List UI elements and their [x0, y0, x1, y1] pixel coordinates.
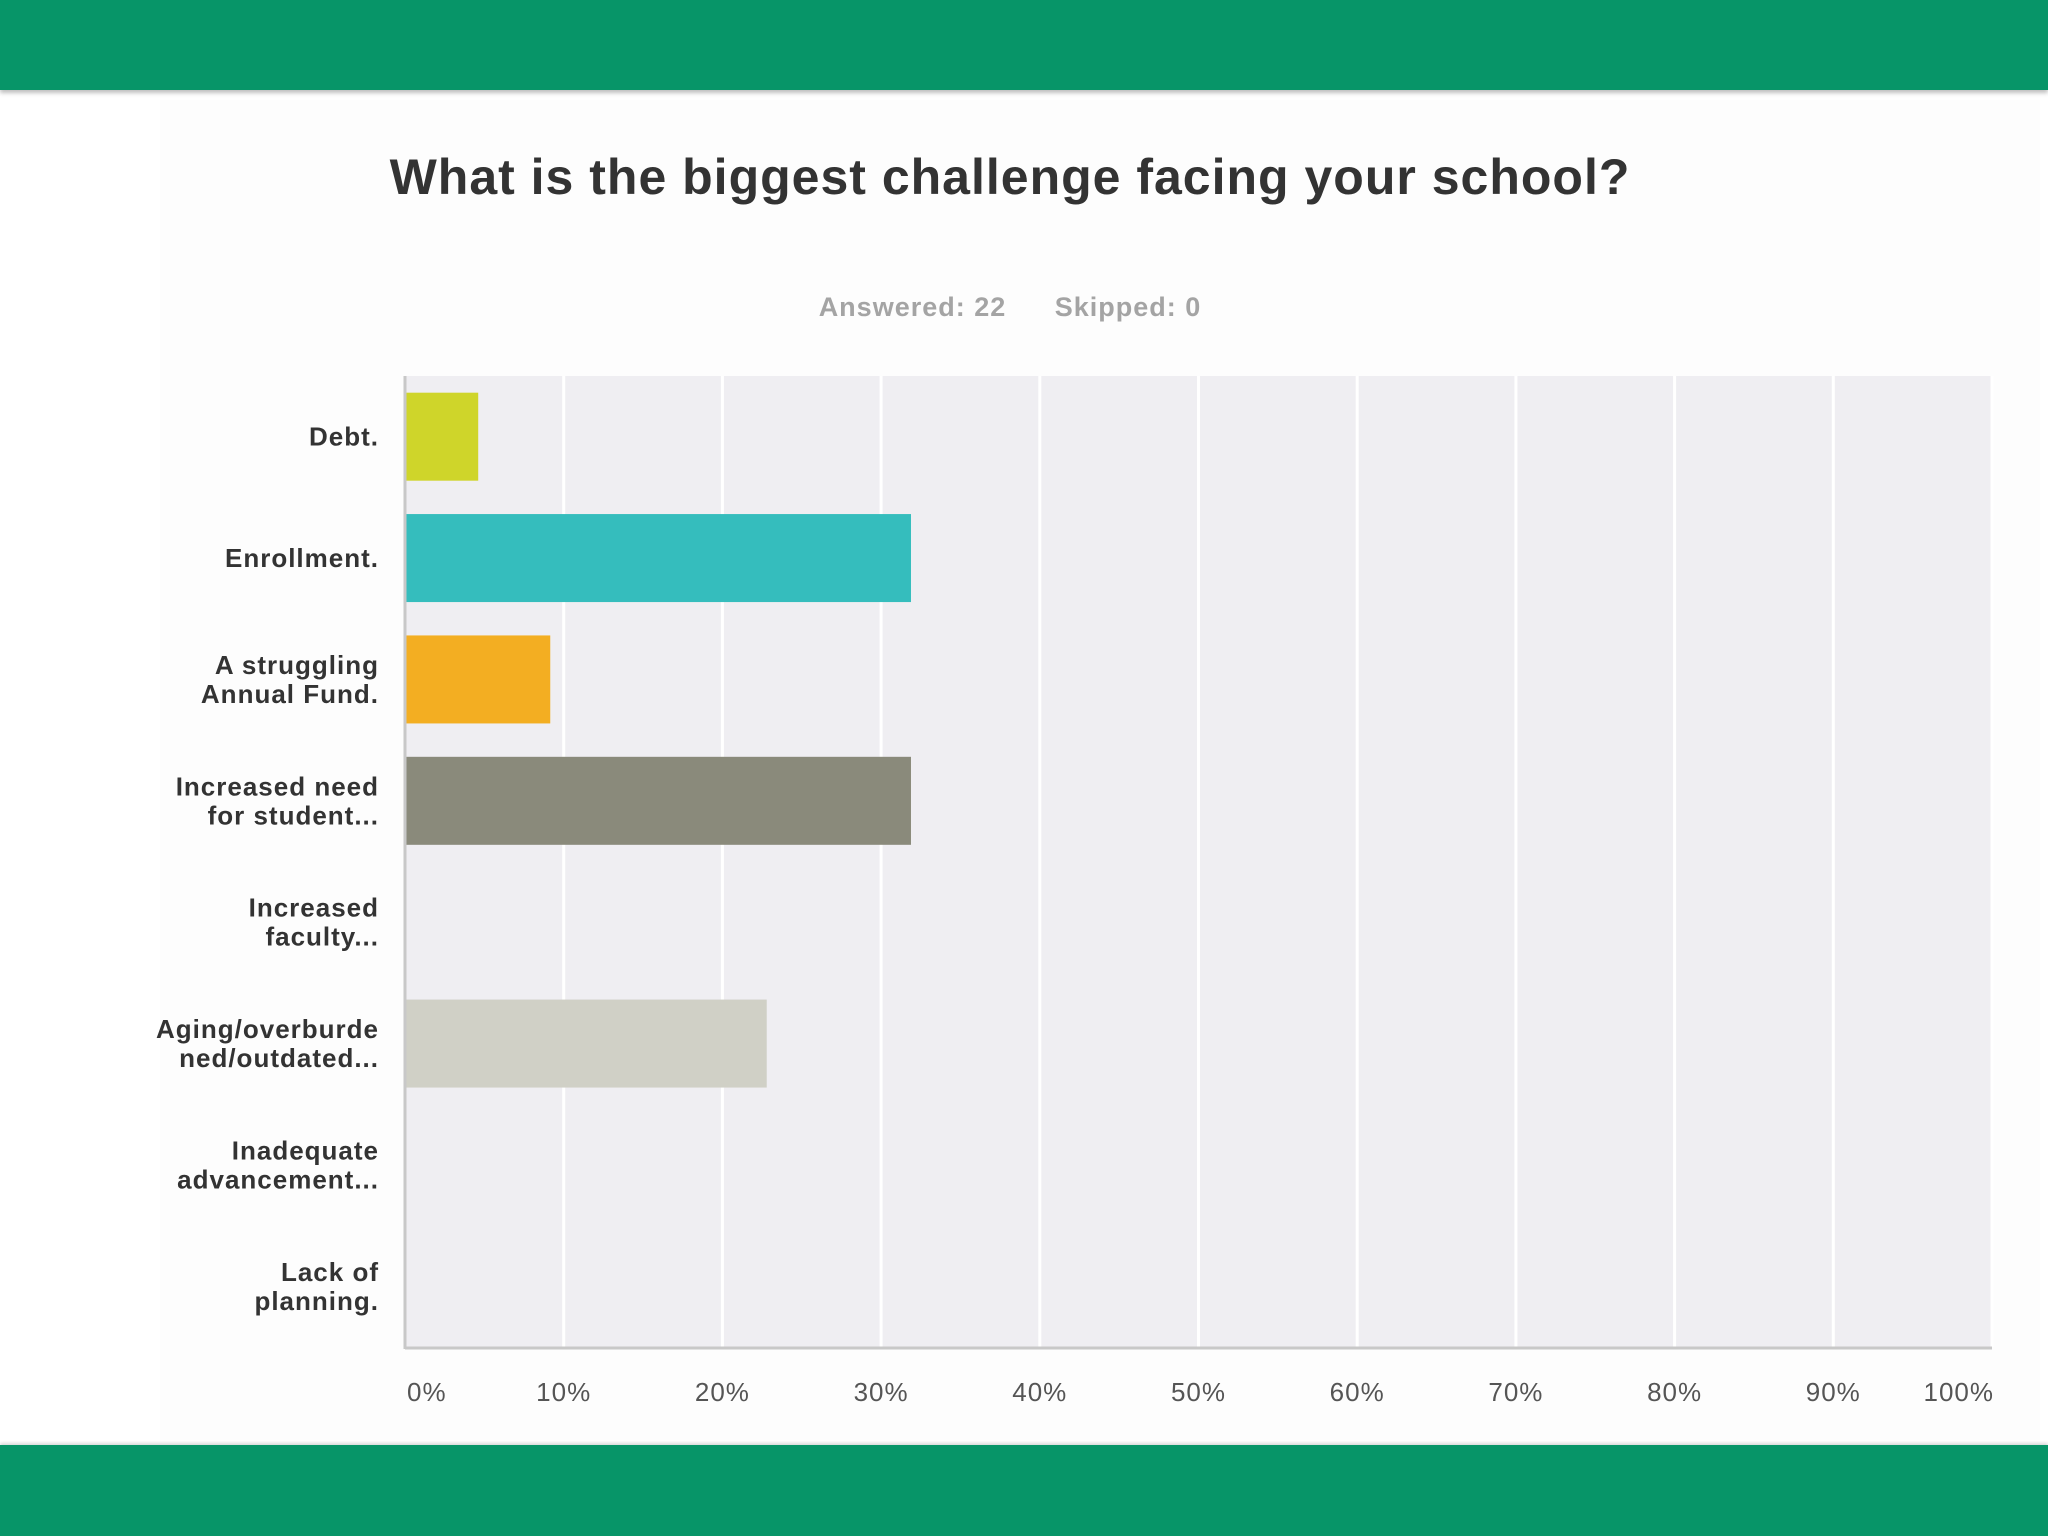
- category-label: Debt.: [309, 422, 379, 452]
- x-tick-label: 90%: [1806, 1377, 1861, 1407]
- category-label: A struggling: [215, 650, 379, 680]
- bar: [406, 999, 767, 1088]
- bottom-green-band: [0, 1445, 2048, 1536]
- category-label: faculty...: [265, 922, 379, 952]
- bar: [406, 392, 479, 481]
- category-label: for student...: [208, 800, 379, 830]
- x-tick-label: 10%: [536, 1377, 591, 1407]
- x-tick-label: 100%: [1924, 1377, 1995, 1407]
- bar: [406, 635, 551, 724]
- category-label: Aging/overburde: [156, 1014, 379, 1044]
- bar: [406, 756, 911, 845]
- bar: [406, 514, 911, 603]
- category-label: Increased: [249, 893, 379, 923]
- answered-count: Answered: 22: [818, 292, 1007, 322]
- category-label: advancement...: [177, 1164, 379, 1194]
- x-tick-label: 60%: [1330, 1377, 1385, 1407]
- category-label: Inadequate: [232, 1135, 379, 1165]
- x-tick-label: 80%: [1647, 1377, 1702, 1407]
- top-green-band: [0, 0, 2048, 90]
- x-tick-label: 40%: [1012, 1377, 1067, 1407]
- category-label: Annual Fund.: [201, 679, 379, 709]
- x-tick-label: 0%: [407, 1377, 447, 1407]
- category-label: Increased need: [176, 771, 379, 801]
- x-tick-label: 70%: [1488, 1377, 1543, 1407]
- x-tick-label: 30%: [854, 1377, 909, 1407]
- skipped-count: Skipped: 0: [1054, 292, 1202, 322]
- response-stats: Answered: 22 Skipped: 0: [700, 292, 1320, 323]
- x-tick-label: 20%: [695, 1377, 750, 1407]
- x-tick-label: 50%: [1171, 1377, 1226, 1407]
- category-label: Enrollment.: [225, 543, 379, 573]
- category-label: ned/outdated...: [179, 1043, 379, 1073]
- chart-title: What is the biggest challenge facing you…: [389, 149, 1631, 205]
- category-label: planning.: [254, 1286, 379, 1316]
- category-label: Lack of: [281, 1257, 379, 1287]
